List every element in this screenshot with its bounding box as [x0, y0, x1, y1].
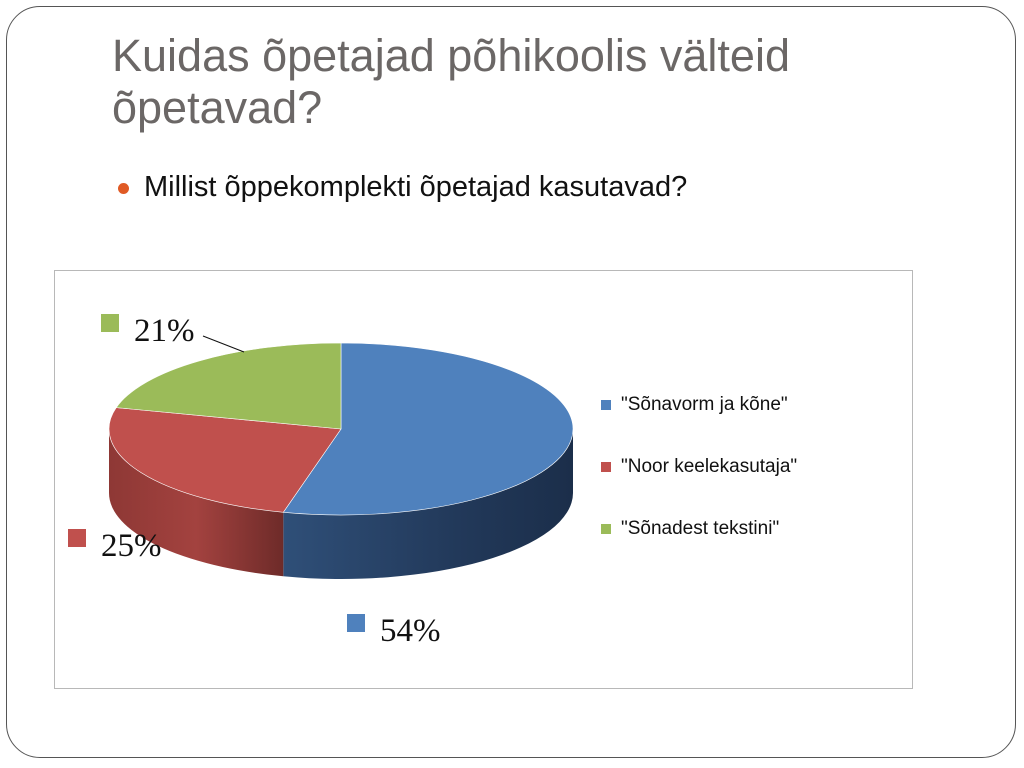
data-label-0: 54%: [380, 613, 441, 649]
pie-slice-0: [282, 342, 574, 516]
data-label-key-2: [101, 314, 119, 332]
data-label-2: 21%: [134, 313, 195, 349]
leader-line: [202, 335, 245, 353]
pie-side-1: [109, 429, 284, 577]
data-label-key-0: [347, 614, 365, 632]
slide-title: Kuidas õpetajad põhikoolis välteid õpeta…: [112, 30, 790, 133]
bullet-dot-icon: [118, 183, 129, 194]
bullet-item: Millist õppekomplekti õpetajad kasutavad…: [118, 171, 687, 204]
pie-slice-2: [115, 342, 342, 430]
legend-key-2: [601, 524, 611, 534]
legend-key-0: [601, 400, 611, 410]
pie-side-0: [283, 429, 573, 579]
bullet-text: Millist õppekomplekti õpetajad kasutavad…: [144, 171, 688, 203]
data-label-key-1: [68, 529, 86, 547]
legend-key-1: [601, 462, 611, 472]
data-label-1: 25%: [101, 528, 162, 564]
legend-label-0: "Sõnavorm ja kõne": [621, 394, 788, 415]
legend-label-2: "Sõnadest tekstini": [621, 518, 779, 539]
pie-slice-1: [108, 407, 342, 513]
legend-label-1: "Noor keelekasutaja": [621, 456, 797, 477]
